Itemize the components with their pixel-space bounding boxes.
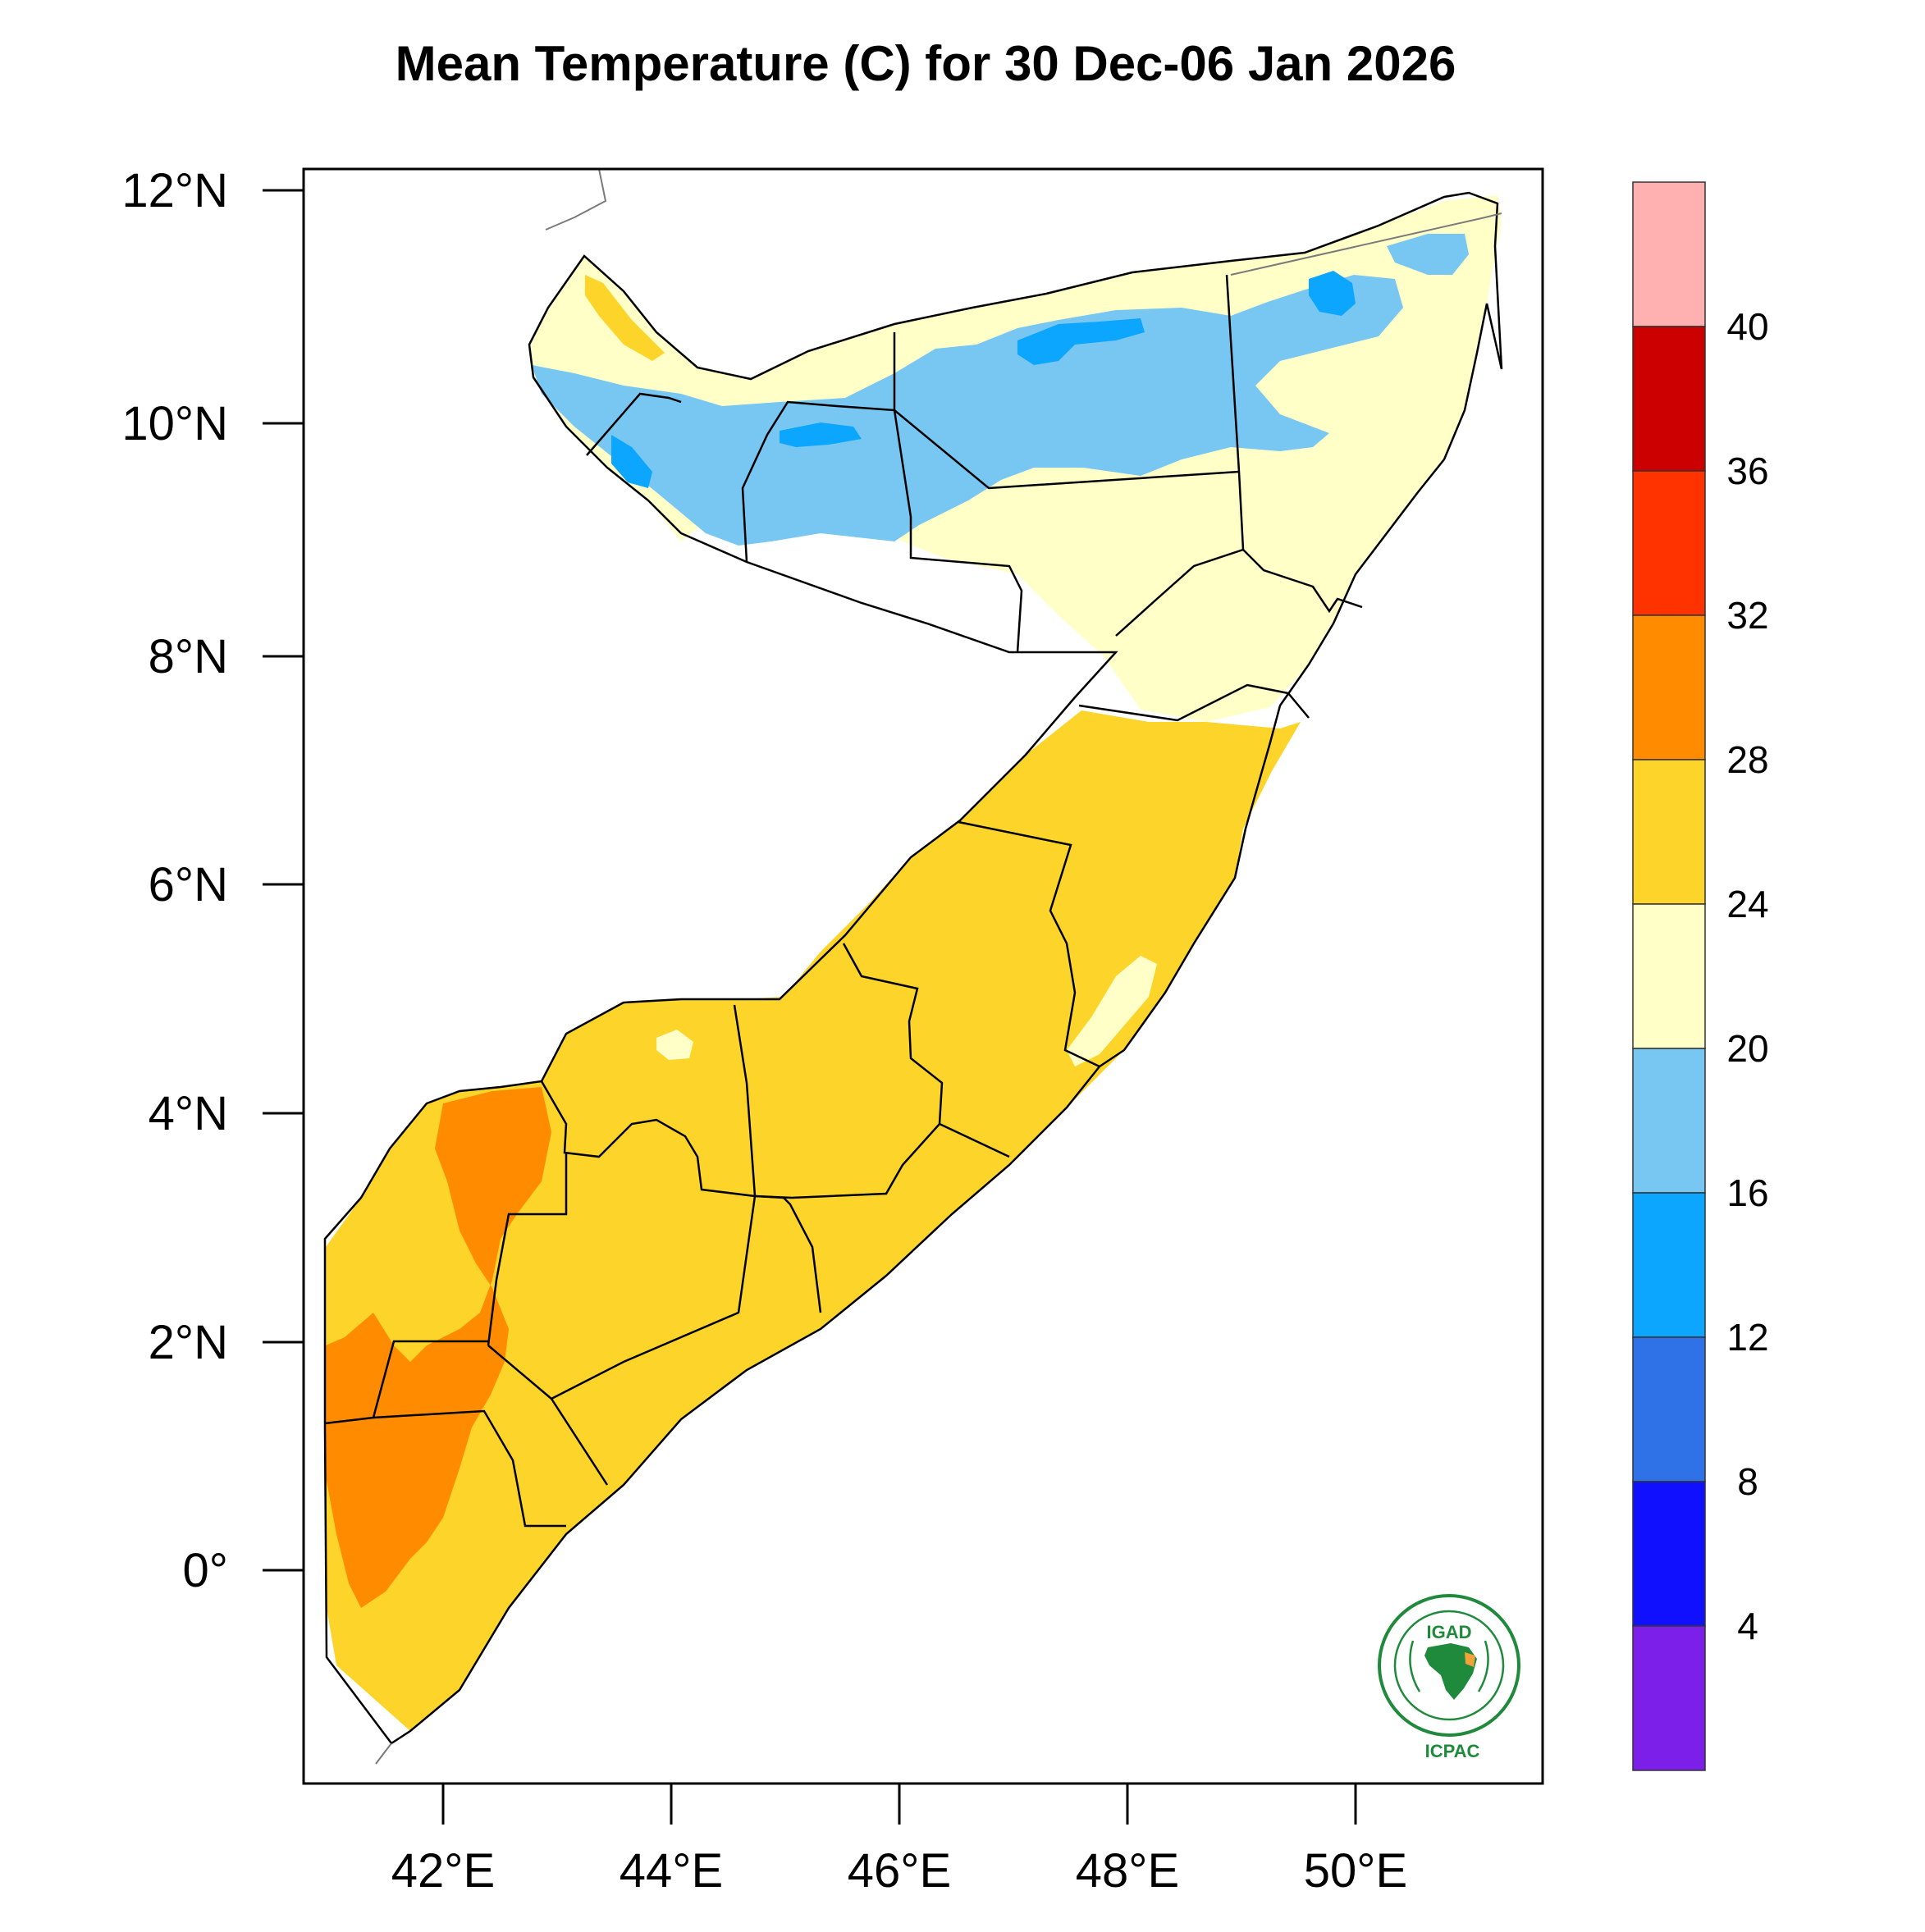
colorbar-bin-12-16 bbox=[1632, 1192, 1706, 1338]
map-title: Mean Temperature (C) for 30 Dec-06 Jan 2… bbox=[396, 36, 1456, 91]
longitude-labels: 42°E 44°E 46°E 48°E 50°E bbox=[391, 1844, 1407, 1898]
admin-line-n2 bbox=[741, 400, 895, 563]
lat-label-12n: 12°N bbox=[121, 164, 228, 217]
neighbour-line-sw bbox=[375, 1742, 392, 1765]
neighbour-line-nw bbox=[545, 168, 607, 231]
admin-line-s6 bbox=[540, 1080, 756, 1198]
lat-label-4n: 4°N bbox=[149, 1087, 228, 1140]
admin-line-s5 bbox=[551, 1195, 757, 1400]
lat-label-0: 0° bbox=[183, 1544, 228, 1597]
colorbar-bin-above-40 bbox=[1632, 181, 1706, 327]
colorbar-bin-36-40 bbox=[1632, 326, 1706, 472]
lon-label-48e: 48°E bbox=[1076, 1844, 1179, 1898]
latitude-labels: 12°N 10°N 8°N 6°N 4°N 2°N 0° bbox=[121, 164, 228, 1597]
neighbour-line-ne bbox=[1230, 212, 1502, 276]
admin-line-s8 bbox=[324, 1409, 566, 1528]
lat-label-2n: 2°N bbox=[149, 1316, 228, 1369]
laurel-left-icon bbox=[1409, 1640, 1421, 1692]
cool-patch-12-16-a bbox=[1017, 318, 1145, 365]
colorbar-label-16: 16 bbox=[1726, 1172, 1768, 1214]
colorbar-label-24: 24 bbox=[1726, 883, 1768, 925]
cool-patch-12-16-d bbox=[780, 422, 862, 447]
colorbar bbox=[1632, 181, 1706, 1771]
colorbar-label-4: 4 bbox=[1737, 1605, 1758, 1647]
mild-patch-1 bbox=[656, 1030, 693, 1060]
admin-line-s4 bbox=[733, 1004, 822, 1313]
latitude-axis bbox=[263, 189, 304, 1572]
mild-patch-2 bbox=[1067, 956, 1157, 1066]
horn-highlight-icon bbox=[1465, 1652, 1475, 1667]
logo-icpac-text: ICPAC bbox=[1425, 1741, 1480, 1761]
warm-patch-nw bbox=[585, 275, 665, 361]
logo-ring-inner bbox=[1393, 1610, 1505, 1721]
lon-label-42e: 42°E bbox=[391, 1844, 495, 1898]
cool-patch-12-16-c bbox=[611, 435, 652, 488]
cool-patch-12-16-b bbox=[1309, 271, 1356, 316]
admin-line-s10 bbox=[487, 1345, 609, 1486]
cool-patch-16-20-ne bbox=[1387, 234, 1469, 275]
admin-line-s1 bbox=[958, 820, 1100, 1068]
neighbour-borders bbox=[375, 168, 1502, 1765]
colorbar-bin-8-12 bbox=[1632, 1336, 1706, 1482]
colorbar-label-32: 32 bbox=[1726, 594, 1768, 637]
lat-label-6n: 6°N bbox=[149, 858, 228, 911]
admin-line-s7 bbox=[487, 1153, 568, 1346]
country-outline bbox=[323, 191, 1503, 1745]
admin-line-n1 bbox=[586, 392, 682, 456]
colorbar-bin-16-20 bbox=[1632, 1048, 1706, 1194]
admin-line-n7 bbox=[1078, 683, 1310, 722]
hot-region-west bbox=[326, 1087, 551, 1608]
colorbar-label-40: 40 bbox=[1726, 305, 1768, 348]
icpac-logo: IGAD ICPAC bbox=[1378, 1594, 1520, 1761]
colorbar-bin-4-8 bbox=[1632, 1481, 1706, 1627]
colorbar-label-20: 20 bbox=[1726, 1027, 1768, 1070]
colorbar-label-28: 28 bbox=[1726, 738, 1768, 781]
colorbar-bin-20-24 bbox=[1632, 903, 1706, 1049]
colorbar-bin-32-36 bbox=[1632, 470, 1706, 616]
lon-label-50e: 50°E bbox=[1304, 1844, 1407, 1898]
admin-line-n4 bbox=[894, 409, 1240, 490]
colorbar-label-36: 36 bbox=[1726, 450, 1768, 492]
lat-label-10n: 10°N bbox=[121, 397, 228, 450]
admin-line-s9 bbox=[372, 1340, 488, 1418]
map-frame-border bbox=[302, 167, 1544, 1785]
admin-line-n5 bbox=[1115, 274, 1245, 637]
colorbar-bin-28-32 bbox=[1632, 614, 1706, 760]
admin-line-n6 bbox=[1242, 549, 1363, 614]
longitude-axis bbox=[441, 1784, 1357, 1825]
colorbar-label-12: 12 bbox=[1726, 1316, 1768, 1359]
south-region-24-28 bbox=[324, 710, 1301, 1731]
colorbar-labels: 40 36 32 28 24 20 16 12 8 4 bbox=[1726, 305, 1768, 1647]
admin-line-s3 bbox=[939, 1122, 1010, 1158]
temperature-fill bbox=[324, 195, 1502, 1731]
lon-label-46e: 46°E bbox=[848, 1844, 951, 1898]
lon-label-44e: 44°E bbox=[620, 1844, 723, 1898]
lat-label-8n: 8°N bbox=[149, 630, 228, 683]
colorbar-bin-below-4 bbox=[1632, 1625, 1706, 1771]
admin-line-s2 bbox=[754, 943, 944, 1199]
admin-boundaries bbox=[323, 191, 1503, 1745]
cool-band-16-20 bbox=[532, 275, 1403, 546]
africa-map-icon bbox=[1424, 1643, 1477, 1700]
laurel-right-icon bbox=[1477, 1640, 1489, 1692]
logo-igad-text: IGAD bbox=[1427, 1622, 1472, 1642]
colorbar-label-8: 8 bbox=[1737, 1460, 1758, 1503]
colorbar-bin-24-28 bbox=[1632, 759, 1706, 905]
